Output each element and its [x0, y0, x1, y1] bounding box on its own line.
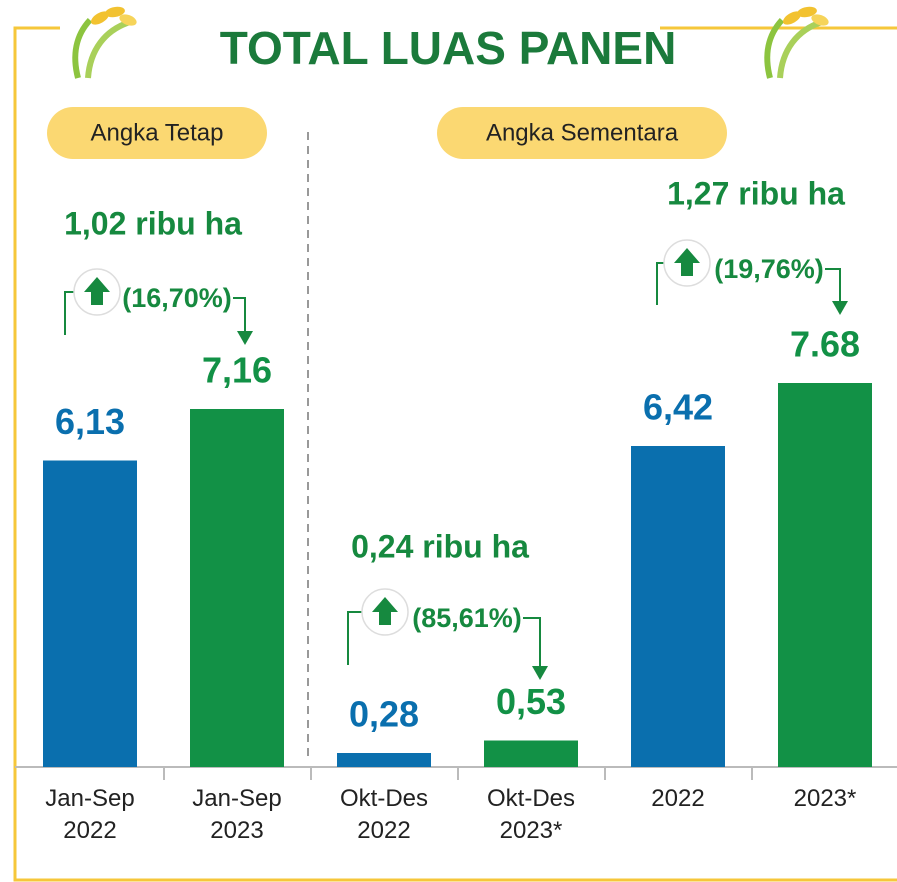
category-label: Jan-Sep 2023 [192, 785, 282, 844]
up-arrow [372, 597, 398, 625]
rice-icon [764, 6, 829, 79]
chart-title: TOTAL LUAS PANEN [220, 22, 677, 74]
bar [337, 753, 431, 767]
arrow-head [832, 301, 848, 315]
bracket [825, 268, 841, 303]
change-percent: (19,76%) [714, 254, 824, 284]
change-amount: 0,24 ribu ha [351, 528, 529, 564]
up-arrow [84, 277, 110, 305]
category-label: 2022 [651, 785, 705, 812]
value-label: 0,28 [349, 694, 419, 735]
bracket [233, 297, 246, 333]
arrow-head [237, 331, 253, 345]
category-label: 2023* [793, 785, 857, 812]
category-label: Jan-Sep 2022 [45, 785, 135, 844]
bar [484, 740, 578, 767]
group-pill [437, 107, 727, 159]
arrow-head [532, 666, 548, 680]
bracket [64, 291, 77, 335]
group-pill [47, 107, 267, 159]
bracket [347, 611, 365, 665]
up-arrow [674, 248, 700, 276]
value-label: 6,13 [55, 401, 125, 442]
change-percent: (16,70%) [122, 283, 232, 313]
change-percent: (85,61%) [412, 603, 522, 633]
separators [163, 767, 753, 780]
category-label: Okt-Des 2023* [486, 785, 575, 844]
bar [43, 460, 137, 767]
value-label: 6,42 [643, 387, 713, 428]
category-label: Okt-Des 2022 [339, 785, 428, 844]
bar [190, 409, 284, 767]
group-label: Angka Sementara [486, 119, 679, 146]
bracket [523, 617, 541, 668]
bar [778, 383, 872, 767]
bar [631, 446, 725, 767]
value-label: 7.68 [790, 324, 860, 365]
group-label: Angka Tetap [91, 119, 224, 146]
value-label: 0,53 [496, 681, 566, 722]
rice-icon [72, 6, 137, 79]
change-amount: 1,02 ribu ha [64, 205, 242, 241]
change-amount: 1,27 ribu ha [667, 175, 845, 211]
value-label: 7,16 [202, 350, 272, 391]
